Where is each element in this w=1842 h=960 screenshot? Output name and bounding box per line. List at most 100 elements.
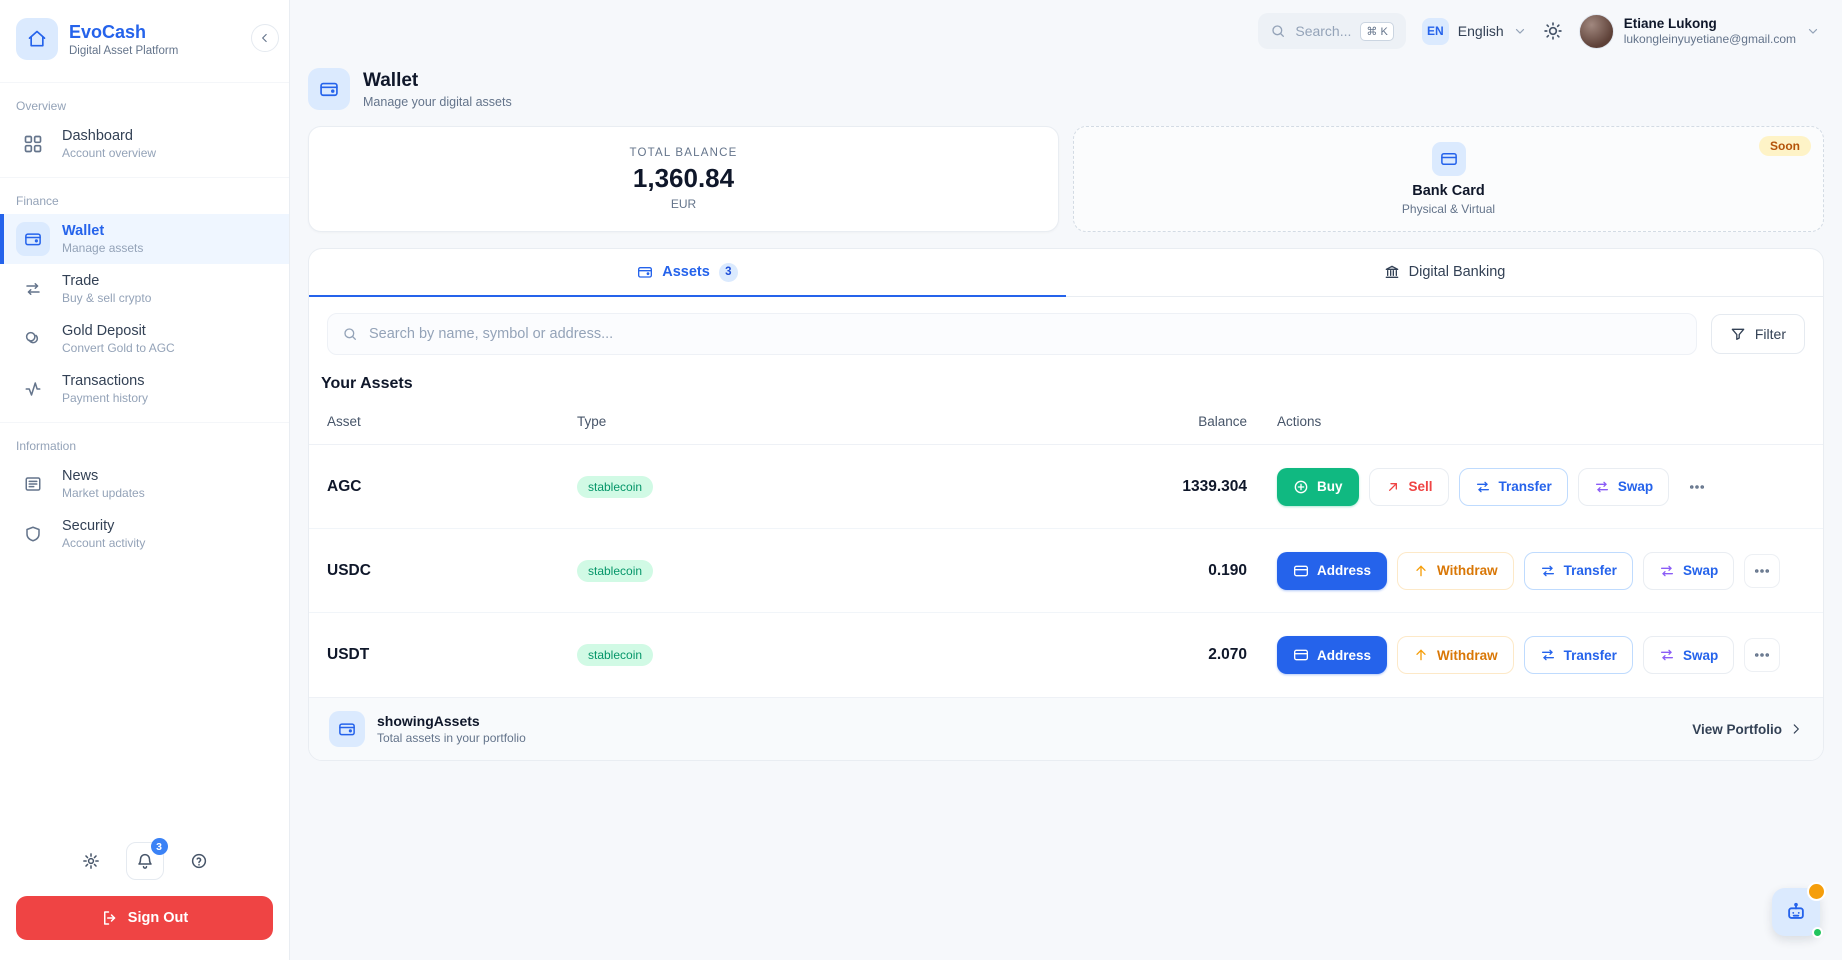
gear-icon xyxy=(82,852,100,870)
asset-balance: 2.070 xyxy=(1208,646,1247,663)
user-email: lukongleinyuyetiane@gmail.com xyxy=(1623,32,1796,46)
search-icon xyxy=(342,326,358,342)
total-balance-card: TOTAL BALANCE 1,360.84 EUR xyxy=(308,126,1059,232)
ellipsis-icon xyxy=(1688,478,1706,496)
notification-badge: 3 xyxy=(150,838,168,855)
global-search-button[interactable]: Search... ⌘ K xyxy=(1258,13,1406,49)
asset-search-input[interactable] xyxy=(369,326,1682,342)
online-status-dot xyxy=(1812,927,1823,938)
sidebar-footer-actions: 3 xyxy=(0,832,289,884)
asset-balance: 1339.304 xyxy=(1182,477,1247,495)
settings-button[interactable] xyxy=(72,842,110,880)
sidebar-item-transactions[interactable]: Transactions Payment history xyxy=(0,364,289,414)
section-label: Overview xyxy=(16,99,67,113)
address-button[interactable]: Address xyxy=(1277,636,1388,674)
summary-cards: TOTAL BALANCE 1,360.84 EUR Soon Bank Car… xyxy=(308,126,1824,232)
wallet-tabs: Assets 3 Digital Banking xyxy=(309,249,1823,297)
showing-assets-title: showingAssets xyxy=(377,713,480,729)
asset-symbol: USDC xyxy=(327,561,371,579)
brand-header: EvoCash Digital Asset Platform xyxy=(0,0,289,74)
column-actions: Actions xyxy=(1277,414,1322,429)
view-portfolio-link[interactable]: View Portfolio xyxy=(1692,722,1803,737)
help-button[interactable] xyxy=(180,842,218,880)
swap-arrows-icon xyxy=(1659,647,1675,663)
chat-widget-button[interactable] xyxy=(1772,882,1826,938)
withdraw-button[interactable]: Withdraw xyxy=(1397,551,1514,590)
assets-toolbar: Filter xyxy=(309,297,1823,367)
swap-arrows-icon xyxy=(1659,563,1675,579)
swap-button[interactable]: Swap xyxy=(1577,467,1670,506)
table-row: AGC stablecoin 1339.304 Buy Sell Transfe… xyxy=(309,445,1823,529)
asset-symbol: AGC xyxy=(327,477,362,495)
sidebar-item-security[interactable]: Security Account activity xyxy=(0,509,289,559)
wallet-icon xyxy=(329,711,365,747)
card-icon xyxy=(1293,647,1309,663)
soon-badge: Soon xyxy=(1759,136,1811,156)
coin-plus-icon xyxy=(1293,479,1309,495)
asset-balance: 0.190 xyxy=(1208,561,1247,579)
table-header: Asset Type Balance Actions xyxy=(309,399,1823,445)
withdraw-button[interactable]: Withdraw xyxy=(1397,636,1514,674)
type-badge: stablecoin xyxy=(577,644,654,666)
search-shortcut: ⌘ K xyxy=(1360,21,1394,41)
theme-toggle-button[interactable] xyxy=(1543,21,1563,41)
asset-search[interactable] xyxy=(327,313,1697,355)
sidebar-item-dashboard[interactable]: Dashboard Account overview xyxy=(0,119,289,169)
filter-button[interactable]: Filter xyxy=(1710,314,1805,354)
buy-button[interactable]: Buy xyxy=(1277,467,1359,506)
transfer-button[interactable]: Transfer xyxy=(1523,551,1633,590)
column-asset: Asset xyxy=(327,414,361,429)
grid-icon xyxy=(16,127,50,161)
sell-button[interactable]: Sell xyxy=(1368,467,1449,506)
sidebar-collapse-button[interactable] xyxy=(251,24,279,52)
more-actions-button[interactable] xyxy=(1744,553,1781,588)
page-header: Wallet Manage your digital assets xyxy=(308,68,1824,110)
topbar: Search... ⌘ K EN English Etiane Lukong l… xyxy=(290,0,1842,54)
notifications-button[interactable]: 3 xyxy=(125,838,168,880)
help-icon xyxy=(190,852,208,870)
type-badge: stablecoin xyxy=(577,475,654,498)
sidebar-item-gold-deposit[interactable]: Gold Deposit Convert Gold to AGC xyxy=(0,314,289,364)
chat-notification-badge xyxy=(1807,882,1826,901)
transfer-button[interactable]: Transfer xyxy=(1458,467,1568,506)
section-label: Information xyxy=(16,439,77,453)
wallet-icon xyxy=(16,222,50,256)
wallet-icon xyxy=(637,264,653,280)
bank-card-promo[interactable]: Soon Bank Card Physical & Virtual xyxy=(1073,126,1824,232)
sidebar-item-trade[interactable]: Trade Buy & sell crypto xyxy=(0,264,289,314)
brand-tagline: Digital Asset Platform xyxy=(69,44,179,57)
column-balance: Balance xyxy=(1198,414,1247,429)
tab-assets[interactable]: Assets 3 xyxy=(309,249,1066,297)
swap-arrows-icon xyxy=(1594,479,1610,495)
language-selector[interactable]: EN English xyxy=(1421,17,1527,45)
section-finance: Finance Wallet Manage assets Trade Buy &… xyxy=(0,177,289,414)
transfer-button[interactable]: Transfer xyxy=(1523,636,1633,674)
user-name: Etiane Lukong xyxy=(1623,16,1717,31)
sidebar-item-wallet[interactable]: Wallet Manage assets xyxy=(0,214,289,264)
activity-icon xyxy=(16,372,50,406)
swap-button[interactable]: Swap xyxy=(1642,636,1735,674)
ellipsis-icon xyxy=(1753,562,1771,580)
address-button[interactable]: Address xyxy=(1277,551,1388,590)
tab-digital-banking[interactable]: Digital Banking xyxy=(1066,249,1823,297)
brand-name: EvoCash xyxy=(69,21,147,42)
page-subtitle: Manage your digital assets xyxy=(363,94,512,109)
table-row: USDT stablecoin 2.070 Address Withdraw T… xyxy=(309,613,1823,697)
wallet-panel: Assets 3 Digital Banking Filter Yo xyxy=(308,248,1824,761)
sidebar-item-news[interactable]: News Market updates xyxy=(0,459,289,509)
type-badge: stablecoin xyxy=(577,559,654,582)
table-row: USDC stablecoin 0.190 Address Withdraw T… xyxy=(309,529,1823,613)
swap-button[interactable]: Swap xyxy=(1642,551,1735,590)
logout-icon xyxy=(101,909,119,927)
page-title: Wallet xyxy=(363,69,419,91)
sign-out-button[interactable]: Sign Out xyxy=(16,896,273,940)
content: Wallet Manage your digital assets TOTAL … xyxy=(290,54,1842,960)
more-actions-button[interactable] xyxy=(1679,469,1716,504)
language-code-badge: EN xyxy=(1421,17,1449,45)
coins-icon xyxy=(16,322,50,356)
balance-currency: EUR xyxy=(670,197,697,211)
assets-footer: showingAssets Total assets in your portf… xyxy=(309,697,1823,760)
section-label: Finance xyxy=(16,194,59,208)
more-actions-button[interactable] xyxy=(1744,638,1781,672)
user-menu[interactable]: Etiane Lukong lukongleinyuyetiane@gmail.… xyxy=(1578,13,1820,49)
